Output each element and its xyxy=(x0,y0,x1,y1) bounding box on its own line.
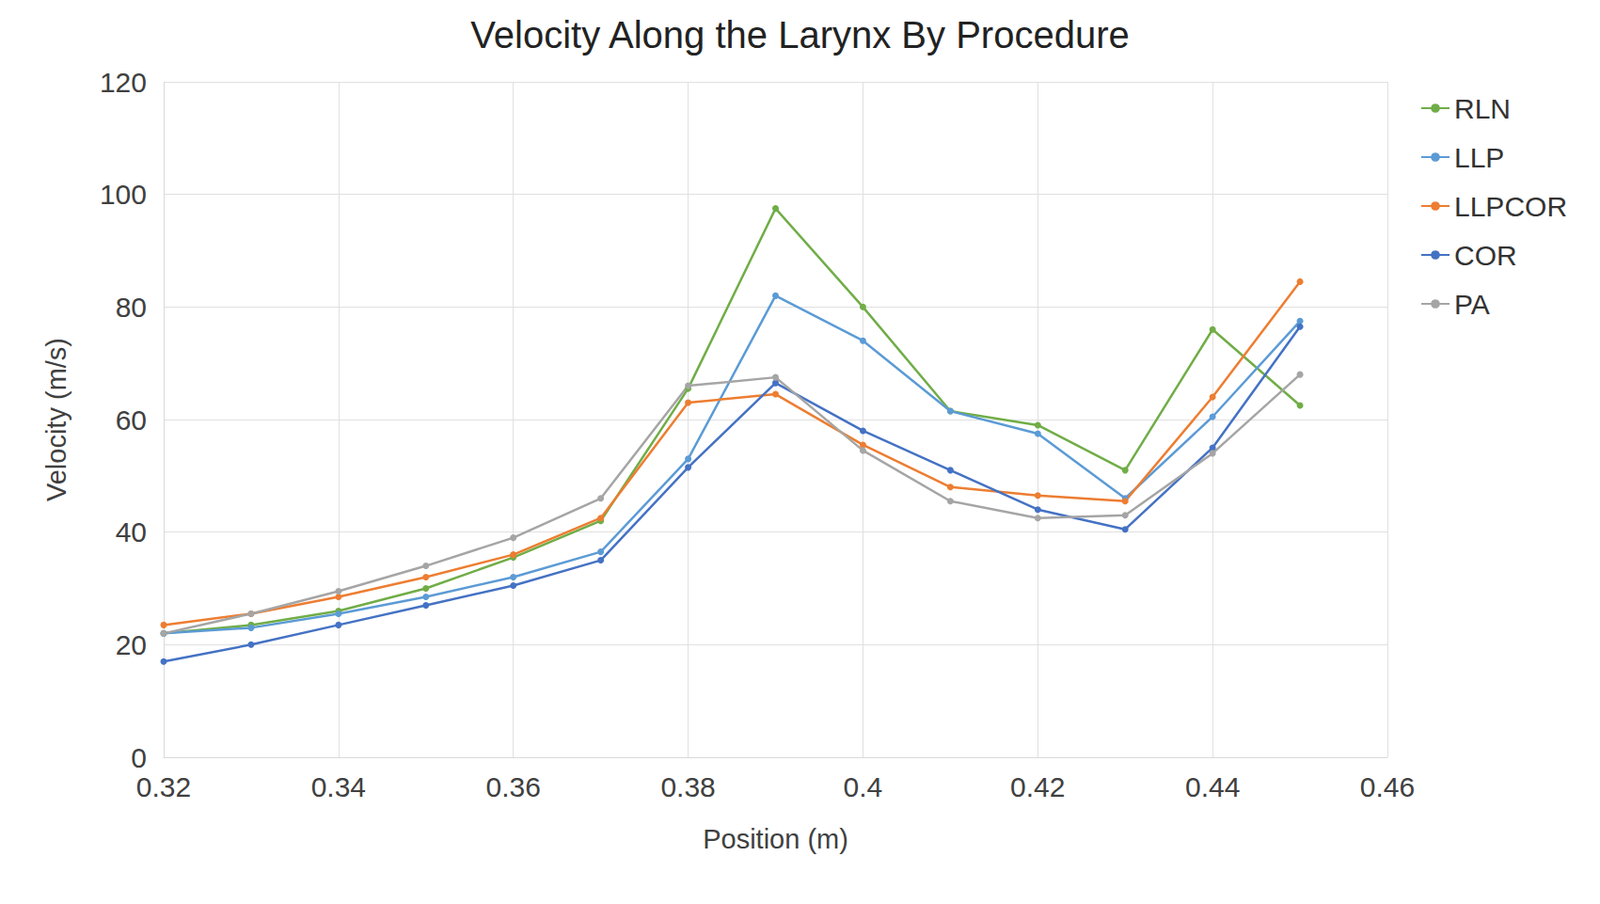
svg-text:40: 40 xyxy=(115,516,147,548)
svg-text:COR: COR xyxy=(1454,239,1518,271)
svg-text:Position (m): Position (m) xyxy=(702,823,849,855)
svg-text:20: 20 xyxy=(115,629,147,661)
svg-text:0.34: 0.34 xyxy=(311,771,366,803)
svg-text:0.46: 0.46 xyxy=(1360,771,1415,803)
svg-text:100: 100 xyxy=(99,178,147,210)
svg-text:Velocity Along the Larynx By P: Velocity Along the Larynx By Procedure xyxy=(470,14,1129,56)
svg-text:Velocity (m/s): Velocity (m/s) xyxy=(41,337,72,502)
svg-text:LLP: LLP xyxy=(1454,142,1505,174)
svg-text:0.36: 0.36 xyxy=(486,771,541,803)
svg-text:PA: PA xyxy=(1454,288,1490,320)
svg-text:60: 60 xyxy=(115,404,147,436)
svg-text:RLN: RLN xyxy=(1454,93,1511,125)
svg-text:0.42: 0.42 xyxy=(1010,771,1065,803)
svg-text:0.32: 0.32 xyxy=(136,771,191,803)
svg-text:0.4: 0.4 xyxy=(843,771,884,803)
svg-text:120: 120 xyxy=(99,66,147,98)
svg-text:LLPCOR: LLPCOR xyxy=(1454,190,1568,222)
svg-text:0.38: 0.38 xyxy=(660,771,715,803)
svg-text:0.44: 0.44 xyxy=(1185,771,1240,803)
svg-text:0: 0 xyxy=(130,742,147,774)
svg-text:80: 80 xyxy=(115,291,147,323)
